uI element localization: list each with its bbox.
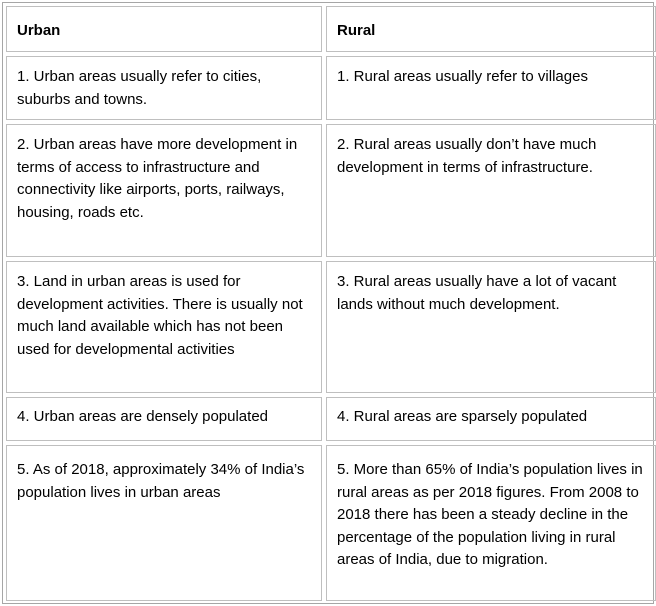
rural-cell: 4. Rural areas are sparsely populated	[326, 397, 656, 441]
table-row: 2. Urban areas have more development in …	[6, 124, 656, 257]
urban-cell: 3. Land in urban areas is used for devel…	[6, 261, 322, 393]
table-row: 3. Land in urban areas is used for devel…	[6, 261, 656, 393]
urban-cell: 4. Urban areas are densely populated	[6, 397, 322, 441]
rural-cell: 3. Rural areas usually have a lot of vac…	[326, 261, 656, 393]
rural-cell: 2. Rural areas usually don’t have much d…	[326, 124, 656, 257]
urban-cell: 2. Urban areas have more development in …	[6, 124, 322, 257]
rural-cell: 5. More than 65% of India’s population l…	[326, 445, 656, 601]
urban-cell: 5. As of 2018, approximately 34% of Indi…	[6, 445, 322, 601]
table-row: 5. As of 2018, approximately 34% of Indi…	[6, 445, 656, 601]
table-row: 1. Urban areas usually refer to cities, …	[6, 56, 656, 120]
table-row: 4. Urban areas are densely populated 4. …	[6, 397, 656, 441]
header-row: Urban Rural	[6, 6, 656, 52]
rural-cell: 1. Rural areas usually refer to villages	[326, 56, 656, 120]
header-urban: Urban	[6, 6, 322, 52]
urban-cell: 1. Urban areas usually refer to cities, …	[6, 56, 322, 120]
header-rural: Rural	[326, 6, 656, 52]
